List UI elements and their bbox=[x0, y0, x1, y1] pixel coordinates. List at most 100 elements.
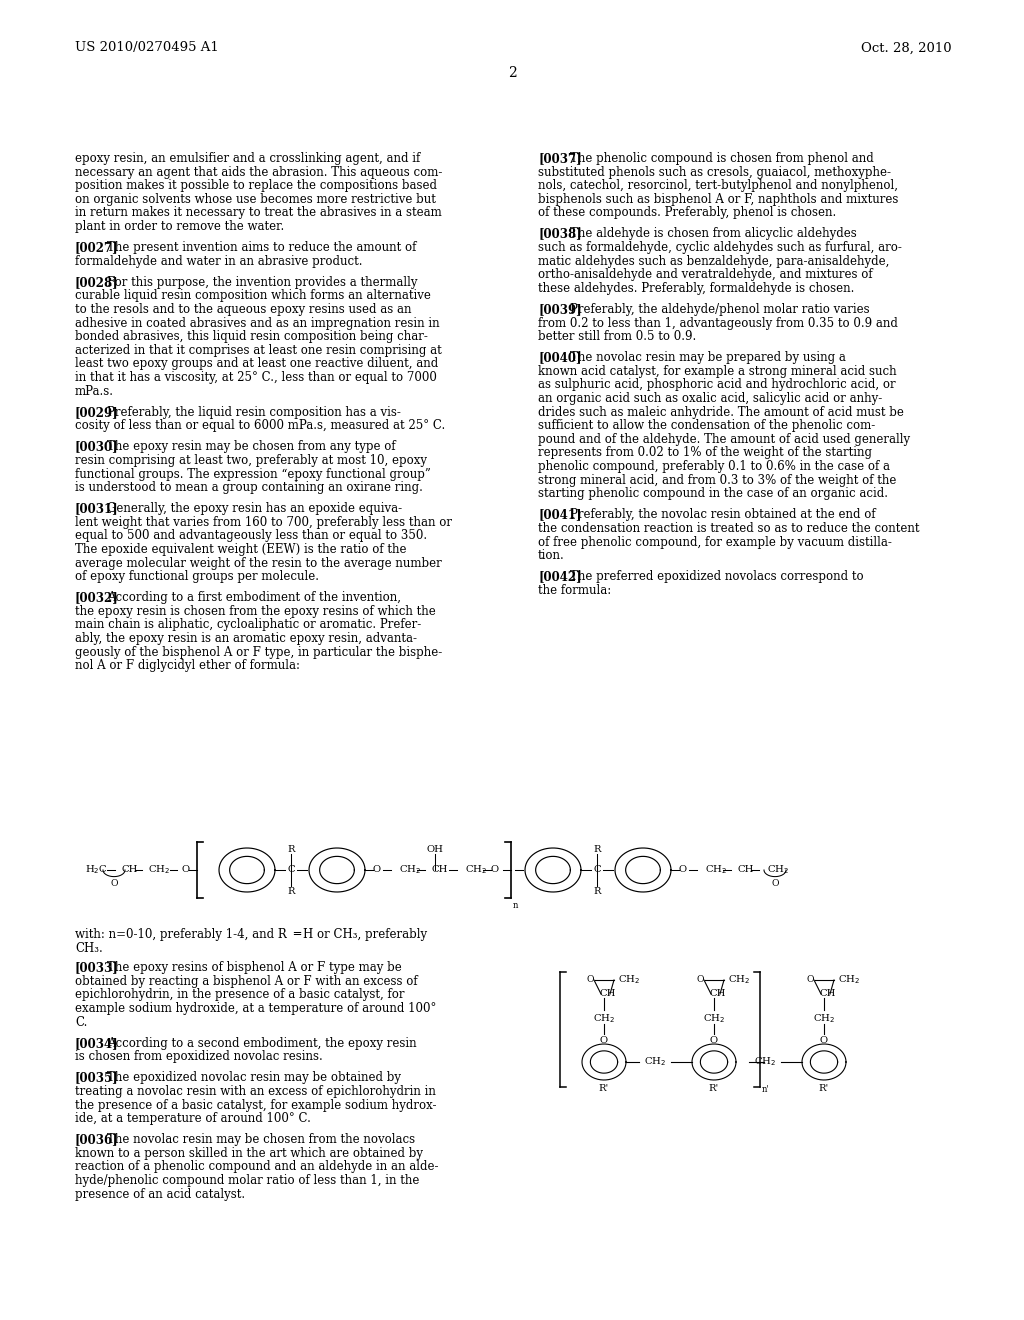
Text: [0027]: [0027] bbox=[75, 242, 119, 253]
Text: O: O bbox=[820, 1036, 828, 1045]
Text: ably, the epoxy resin is an aromatic epoxy resin, advanta-: ably, the epoxy resin is an aromatic epo… bbox=[75, 632, 417, 645]
Text: adhesive in coated abrasives and as an impregnation resin in: adhesive in coated abrasives and as an i… bbox=[75, 317, 439, 330]
Text: [0037]: [0037] bbox=[538, 152, 582, 165]
Text: CH$_2$: CH$_2$ bbox=[148, 863, 170, 876]
Text: of epoxy functional groups per molecule.: of epoxy functional groups per molecule. bbox=[75, 570, 319, 583]
Text: least two epoxy groups and at least one reactive diluent, and: least two epoxy groups and at least one … bbox=[75, 358, 438, 371]
Text: For this purpose, the invention provides a thermally: For this purpose, the invention provides… bbox=[106, 276, 418, 289]
Text: known to a person skilled in the art which are obtained by: known to a person skilled in the art whi… bbox=[75, 1147, 423, 1160]
Text: The present invention aims to reduce the amount of: The present invention aims to reduce the… bbox=[106, 242, 417, 253]
Text: CH: CH bbox=[121, 866, 137, 874]
Text: O: O bbox=[373, 866, 381, 874]
Text: pound and of the aldehyde. The amount of acid used generally: pound and of the aldehyde. The amount of… bbox=[538, 433, 910, 446]
Text: CH$_2$: CH$_2$ bbox=[705, 863, 727, 876]
Text: R': R' bbox=[599, 1084, 609, 1093]
Text: CH$_2$: CH$_2$ bbox=[838, 974, 860, 986]
Text: The epoxide equivalent weight (EEW) is the ratio of the: The epoxide equivalent weight (EEW) is t… bbox=[75, 543, 407, 556]
Text: plant in order to remove the water.: plant in order to remove the water. bbox=[75, 220, 285, 234]
Text: The novolac resin may be prepared by using a: The novolac resin may be prepared by usi… bbox=[570, 351, 846, 364]
Text: [0042]: [0042] bbox=[538, 570, 582, 583]
Text: CH$_2$: CH$_2$ bbox=[618, 974, 640, 986]
Text: lent weight that varies from 160 to 700, preferably less than or: lent weight that varies from 160 to 700,… bbox=[75, 516, 452, 529]
Text: such as formaldehyde, cyclic aldehydes such as furfural, aro-: such as formaldehyde, cyclic aldehydes s… bbox=[538, 242, 902, 253]
Text: [0034]: [0034] bbox=[75, 1036, 119, 1049]
Text: O: O bbox=[181, 866, 189, 874]
Text: CH: CH bbox=[431, 866, 447, 874]
Text: treating a novolac resin with an excess of epichlorohydrin in: treating a novolac resin with an excess … bbox=[75, 1085, 436, 1098]
Text: bonded abrasives, this liquid resin composition being char-: bonded abrasives, this liquid resin comp… bbox=[75, 330, 428, 343]
Text: CH: CH bbox=[820, 990, 837, 998]
Text: O: O bbox=[806, 975, 814, 985]
Text: Preferably, the novolac resin obtained at the end of: Preferably, the novolac resin obtained a… bbox=[570, 508, 876, 521]
Text: C.: C. bbox=[75, 1015, 87, 1028]
Text: Preferably, the liquid resin composition has a vis-: Preferably, the liquid resin composition… bbox=[106, 405, 400, 418]
Text: nols, catechol, resorcinol, tert-butylphenol and nonylphenol,: nols, catechol, resorcinol, tert-butylph… bbox=[538, 180, 898, 193]
Text: epichlorohydrin, in the presence of a basic catalyst, for: epichlorohydrin, in the presence of a ba… bbox=[75, 989, 404, 1002]
Text: in that it has a viscosity, at 25° C., less than or equal to 7000: in that it has a viscosity, at 25° C., l… bbox=[75, 371, 437, 384]
Text: Preferably, the aldehyde/phenol molar ratio varies: Preferably, the aldehyde/phenol molar ra… bbox=[570, 304, 869, 315]
Text: O: O bbox=[600, 1036, 608, 1045]
Text: CH$_2$: CH$_2$ bbox=[465, 863, 487, 876]
Text: these aldehydes. Preferably, formaldehyde is chosen.: these aldehydes. Preferably, formaldehyd… bbox=[538, 282, 854, 294]
Text: O: O bbox=[710, 1036, 718, 1045]
Text: CH: CH bbox=[600, 990, 616, 998]
Text: R': R' bbox=[709, 1084, 719, 1093]
Text: R: R bbox=[593, 846, 601, 854]
Text: mPa.s.: mPa.s. bbox=[75, 384, 114, 397]
Text: CH$_2$: CH$_2$ bbox=[767, 863, 790, 876]
Text: According to a second embodiment, the epoxy resin: According to a second embodiment, the ep… bbox=[106, 1036, 417, 1049]
Text: the formula:: the formula: bbox=[538, 583, 611, 597]
Text: C: C bbox=[287, 866, 295, 874]
Text: [0038]: [0038] bbox=[538, 227, 582, 240]
Text: The epoxidized novolac resin may be obtained by: The epoxidized novolac resin may be obta… bbox=[106, 1072, 401, 1084]
Text: substituted phenols such as cresols, guaiacol, methoxyphe-: substituted phenols such as cresols, gua… bbox=[538, 165, 891, 178]
Text: CH$_2$: CH$_2$ bbox=[728, 974, 751, 986]
Text: the epoxy resin is chosen from the epoxy resins of which the: the epoxy resin is chosen from the epoxy… bbox=[75, 605, 436, 618]
Text: O: O bbox=[771, 879, 778, 888]
Text: to the resols and to the aqueous epoxy resins used as an: to the resols and to the aqueous epoxy r… bbox=[75, 304, 412, 315]
Text: starting phenolic compound in the case of an organic acid.: starting phenolic compound in the case o… bbox=[538, 487, 888, 500]
Text: CH: CH bbox=[737, 866, 754, 874]
Text: According to a first embodiment of the invention,: According to a first embodiment of the i… bbox=[106, 591, 401, 605]
Text: 2: 2 bbox=[508, 66, 516, 81]
Text: tion.: tion. bbox=[538, 549, 565, 562]
Text: sufficient to allow the condensation of the phenolic com-: sufficient to allow the condensation of … bbox=[538, 420, 876, 432]
Text: ═: ═ bbox=[293, 928, 300, 941]
Text: hyde/phenolic compound molar ratio of less than 1, in the: hyde/phenolic compound molar ratio of le… bbox=[75, 1173, 420, 1187]
Text: O: O bbox=[490, 866, 499, 874]
Text: acterized in that it comprises at least one resin comprising at: acterized in that it comprises at least … bbox=[75, 343, 441, 356]
Text: O: O bbox=[696, 975, 703, 985]
Text: CH: CH bbox=[710, 990, 726, 998]
Text: example sodium hydroxide, at a temperature of around 100°: example sodium hydroxide, at a temperatu… bbox=[75, 1002, 436, 1015]
Text: is understood to mean a group containing an oxirane ring.: is understood to mean a group containing… bbox=[75, 480, 423, 494]
Text: represents from 0.02 to 1% of the weight of the starting: represents from 0.02 to 1% of the weight… bbox=[538, 446, 872, 459]
Text: Oct. 28, 2010: Oct. 28, 2010 bbox=[861, 41, 952, 54]
Text: [0029]: [0029] bbox=[75, 405, 119, 418]
Text: [0036]: [0036] bbox=[75, 1134, 119, 1146]
Text: R: R bbox=[593, 887, 601, 895]
Text: R: R bbox=[288, 887, 295, 895]
Text: Generally, the epoxy resin has an epoxide equiva-: Generally, the epoxy resin has an epoxid… bbox=[106, 502, 402, 515]
Text: US 2010/0270495 A1: US 2010/0270495 A1 bbox=[75, 41, 219, 54]
Text: R: R bbox=[288, 846, 295, 854]
Text: as sulphuric acid, phosphoric acid and hydrochloric acid, or: as sulphuric acid, phosphoric acid and h… bbox=[538, 379, 896, 392]
Text: [0028]: [0028] bbox=[75, 276, 119, 289]
Text: [0035]: [0035] bbox=[75, 1072, 119, 1084]
Text: phenolic compound, preferably 0.1 to 0.6% in the case of a: phenolic compound, preferably 0.1 to 0.6… bbox=[538, 461, 890, 473]
Text: presence of an acid catalyst.: presence of an acid catalyst. bbox=[75, 1188, 245, 1201]
Text: an organic acid such as oxalic acid, salicylic acid or anhy-: an organic acid such as oxalic acid, sal… bbox=[538, 392, 883, 405]
Text: the presence of a basic catalyst, for example sodium hydrox-: the presence of a basic catalyst, for ex… bbox=[75, 1098, 436, 1111]
Text: [0040]: [0040] bbox=[538, 351, 582, 364]
Text: with: n=0-10, preferably 1-4, and R: with: n=0-10, preferably 1-4, and R bbox=[75, 928, 287, 941]
Text: resin comprising at least two, preferably at most 10, epoxy: resin comprising at least two, preferabl… bbox=[75, 454, 427, 467]
Text: functional groups. The expression “epoxy functional group”: functional groups. The expression “epoxy… bbox=[75, 467, 431, 480]
Text: O: O bbox=[111, 879, 118, 887]
Text: main chain is aliphatic, cycloaliphatic or aromatic. Prefer-: main chain is aliphatic, cycloaliphatic … bbox=[75, 619, 421, 631]
Text: ide, at a temperature of around 100° C.: ide, at a temperature of around 100° C. bbox=[75, 1113, 311, 1125]
Text: strong mineral acid, and from 0.3 to 3% of the weight of the: strong mineral acid, and from 0.3 to 3% … bbox=[538, 474, 896, 487]
Text: of these compounds. Preferably, phenol is chosen.: of these compounds. Preferably, phenol i… bbox=[538, 206, 837, 219]
Text: position makes it possible to replace the compositions based: position makes it possible to replace th… bbox=[75, 180, 437, 193]
Text: H or CH₃, preferably: H or CH₃, preferably bbox=[303, 928, 427, 941]
Text: obtained by reacting a bisphenol A or F with an excess of: obtained by reacting a bisphenol A or F … bbox=[75, 974, 418, 987]
Text: The epoxy resin may be chosen from any type of: The epoxy resin may be chosen from any t… bbox=[106, 441, 395, 453]
